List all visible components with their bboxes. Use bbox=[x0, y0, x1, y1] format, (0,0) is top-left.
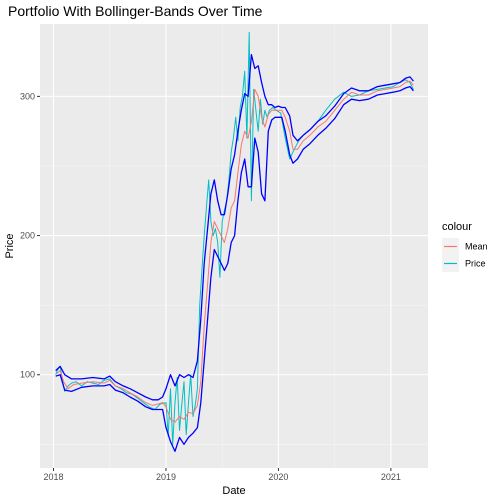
legend-label-price: Price bbox=[465, 259, 486, 269]
y-tick-label: 100 bbox=[20, 370, 35, 380]
x-tick-label: 2018 bbox=[43, 472, 63, 482]
grid-lines bbox=[40, 24, 428, 468]
plot-marks bbox=[55, 31, 414, 452]
upper-band-line bbox=[55, 53, 414, 401]
plot-panel bbox=[40, 24, 428, 468]
legend-label-mean: Mean bbox=[465, 242, 488, 252]
chart-title: Portfolio With Bollinger-Bands Over Time bbox=[8, 3, 263, 19]
legend-title: colour bbox=[442, 221, 472, 233]
x-axis: 2018 2019 2020 2021 bbox=[43, 468, 401, 482]
series-line-mean bbox=[56, 80, 414, 423]
y-axis-title: Price bbox=[4, 233, 16, 258]
lower-band-line bbox=[55, 85, 414, 452]
y-axis: 100 200 300 bbox=[20, 91, 40, 380]
y-tick-label: 200 bbox=[20, 231, 35, 241]
y-tick-label: 300 bbox=[20, 91, 35, 101]
x-axis-title: Date bbox=[222, 485, 245, 497]
x-tick-label: 2021 bbox=[381, 472, 401, 482]
legend: colour Mean Price bbox=[442, 221, 488, 272]
x-tick-label: 2019 bbox=[156, 472, 176, 482]
x-tick-label: 2020 bbox=[268, 472, 288, 482]
